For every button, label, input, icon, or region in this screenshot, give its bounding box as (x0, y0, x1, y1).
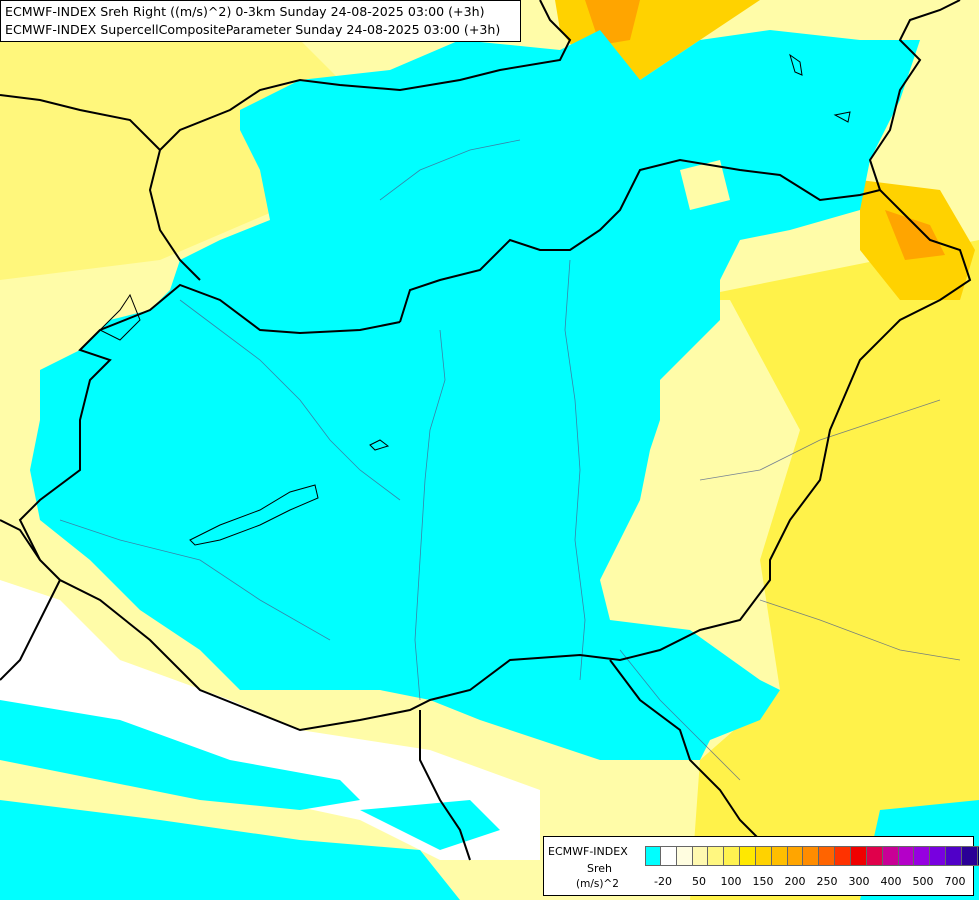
white-area-southwest (0, 580, 540, 860)
rivers (59, 139, 961, 781)
legend-swatch (898, 846, 915, 866)
legend-swatch (930, 846, 947, 866)
map-title-box: ECMWF-INDEX Sreh Right ((m/s)^2) 0-3km S… (0, 0, 521, 42)
legend-swatch (708, 846, 725, 866)
yellow-field-east (680, 240, 979, 900)
cyan-band-south-3 (360, 800, 500, 850)
pale-intrusion-north (680, 160, 730, 210)
legend-swatch (866, 846, 883, 866)
legend-tick-label: 300 (848, 875, 870, 888)
legend-swatch (692, 846, 709, 866)
legend-swatch (882, 846, 899, 866)
legend-tick-label: -20 (654, 875, 672, 888)
legend-swatch (946, 846, 962, 866)
title-line-2: ECMWF-INDEX SupercellCompositeParameter … (5, 22, 501, 37)
cyan-band-south-1 (0, 700, 360, 810)
legend-swatch (645, 846, 661, 866)
legend-swatch (819, 846, 836, 866)
color-legend: ECMWF-INDEX Sreh (m/s)^2 -20 50 100 150 200 2… (543, 836, 979, 896)
legend-swatch (676, 846, 693, 866)
legend-swatch (660, 846, 677, 866)
legend-swatch (835, 846, 851, 866)
legend-tick-label: 100 (720, 875, 742, 888)
legend-swatch (961, 846, 978, 866)
legend-swatch (771, 846, 788, 866)
legend-swatch (755, 846, 772, 866)
country-borders (0, 0, 972, 861)
secondary-borders (99, 53, 851, 451)
orange-core-east (885, 210, 945, 260)
legend-swatch (850, 846, 867, 866)
legend-tick-label: 400 (880, 875, 902, 888)
lake-outline (189, 484, 319, 546)
legend-swatch (740, 846, 756, 866)
cyan-band-south-2 (0, 800, 460, 900)
legend-tick-label: 50 (692, 875, 706, 888)
legend-tick-label: 200 (784, 875, 806, 888)
legend-tick-label: 150 (752, 875, 774, 888)
cyan-field-main (30, 30, 920, 760)
legend-swatch (977, 846, 979, 866)
legend-model-name: ECMWF-INDEX (548, 845, 628, 858)
legend-swatch (787, 846, 804, 866)
legend-parameter: Sreh (587, 862, 613, 875)
legend-unit: (m/s)^2 (576, 878, 619, 890)
legend-swatch (803, 846, 820, 866)
legend-swatches (645, 846, 979, 868)
legend-ticks: -20 50 100 150 200 250 300 400 500 700 (645, 875, 975, 891)
legend-swatch (914, 846, 931, 866)
legend-swatch (724, 846, 741, 866)
legend-tick-label: 250 (816, 875, 838, 888)
legend-tick-label: 700 (944, 875, 966, 888)
title-line-1: ECMWF-INDEX Sreh Right ((m/s)^2) 0-3km S… (5, 4, 485, 19)
legend-tick-label: 500 (912, 875, 934, 888)
